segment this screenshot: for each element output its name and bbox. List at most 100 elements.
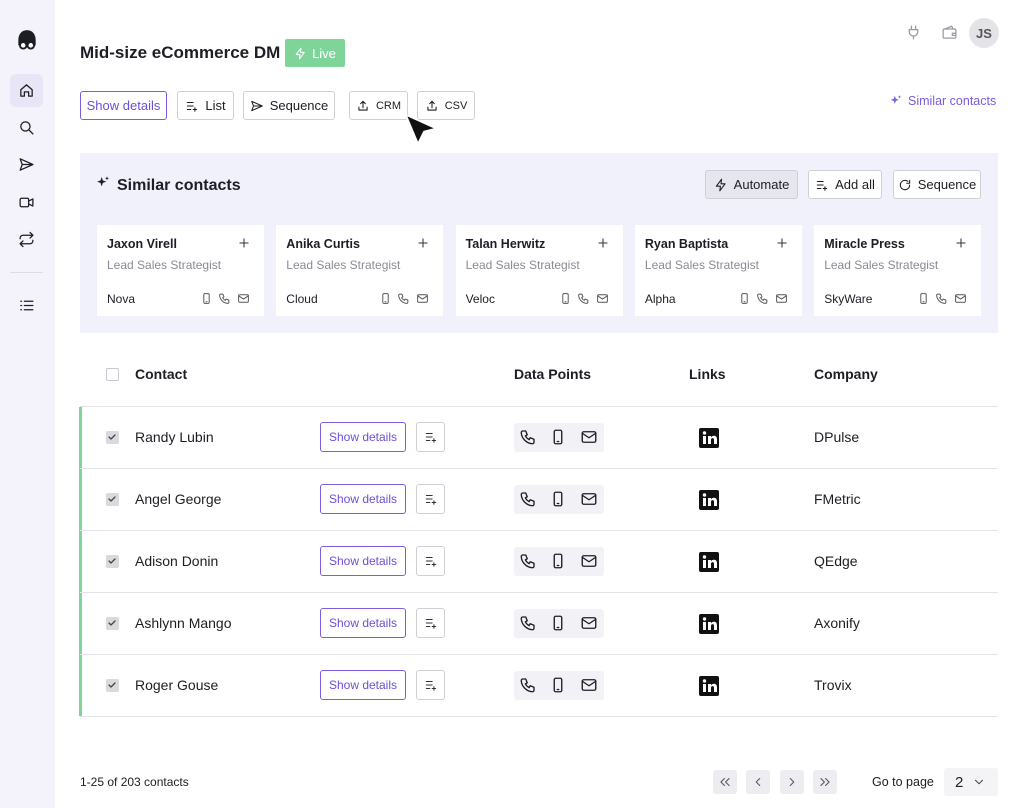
icon-mail xyxy=(581,493,597,505)
button-label: Show details xyxy=(86,98,161,113)
page-nav[interactable] xyxy=(713,770,737,794)
icon-part xyxy=(417,295,429,300)
row-add-list[interactable] xyxy=(416,484,445,514)
row-checkbox[interactable] xyxy=(106,431,119,444)
column-header: Links xyxy=(689,366,726,382)
panel-action[interactable]: Add all xyxy=(808,170,882,199)
row-add-list[interactable] xyxy=(416,546,445,576)
icon-part xyxy=(708,683,717,692)
icon-mail xyxy=(581,555,597,567)
row-add-list[interactable] xyxy=(416,608,445,638)
link-label: Similar contacts xyxy=(908,94,997,108)
similar-link[interactable]: Similar contacts xyxy=(889,94,996,108)
icon-linkedin xyxy=(699,552,719,572)
row-show-details[interactable]: Show details xyxy=(320,670,406,700)
row-add-list[interactable] xyxy=(416,422,445,452)
icon-check xyxy=(108,558,116,564)
panel-title: Similar contacts xyxy=(117,177,241,194)
icon-part xyxy=(596,294,608,303)
icon-part xyxy=(27,198,34,207)
icon-bolt xyxy=(715,178,726,191)
icon-part xyxy=(203,293,210,304)
icon-part xyxy=(520,616,535,631)
contact-card: Anika Curtis Lead Sales Strategist Cloud xyxy=(276,225,444,316)
icon-bolt xyxy=(295,47,305,59)
icon-down xyxy=(974,779,984,785)
icon-mobile xyxy=(553,491,563,507)
card-company: Nova xyxy=(107,292,136,306)
icon-part xyxy=(398,293,409,304)
goto-label: Go to page xyxy=(872,775,934,789)
button-label: List xyxy=(205,98,226,113)
icon-check xyxy=(108,620,116,626)
icon-phone xyxy=(520,678,535,693)
button-label: Show details xyxy=(328,492,398,506)
column-header: Company xyxy=(814,366,878,382)
icon-part xyxy=(702,555,707,559)
toolbar-button[interactable]: List xyxy=(177,91,234,120)
icon-phone xyxy=(577,293,588,304)
row-add-list[interactable] xyxy=(416,670,445,700)
icon-wallet xyxy=(942,25,957,39)
icon-part xyxy=(955,295,967,300)
icon-part xyxy=(703,498,706,506)
icon-listadd xyxy=(425,556,436,567)
row-show-details[interactable]: Show details xyxy=(320,608,406,638)
contact-name: Roger Gouse xyxy=(135,677,219,693)
icon-part xyxy=(26,41,36,50)
header-checkbox[interactable] xyxy=(106,368,119,381)
icon-dleft xyxy=(720,777,730,787)
card-company: Veloc xyxy=(465,292,495,306)
icon-part xyxy=(756,777,761,787)
page-nav[interactable] xyxy=(812,770,837,794)
icon-part xyxy=(776,295,787,300)
page-nav[interactable] xyxy=(779,770,804,794)
icon-part xyxy=(702,617,707,621)
row-show-details[interactable]: Show details xyxy=(320,484,406,514)
icon-send xyxy=(250,100,263,111)
icon-part xyxy=(417,294,429,303)
contact-card: Talan Herwitz Lead Sales Strategist Veloc xyxy=(455,225,623,316)
avatar[interactable]: JS xyxy=(969,18,999,48)
icon-phone xyxy=(520,430,535,445)
icon-mail xyxy=(238,294,249,303)
company-name: DPulse xyxy=(814,429,860,445)
icon-phone xyxy=(520,492,535,507)
row-show-details[interactable]: Show details xyxy=(320,422,406,452)
icon-part xyxy=(720,777,730,787)
selected-bar xyxy=(79,407,82,716)
row-border xyxy=(80,468,998,469)
card-company: Alpha xyxy=(644,292,676,306)
icon-part xyxy=(581,432,597,439)
row-checkbox[interactable] xyxy=(106,617,119,630)
nav-active[interactable] xyxy=(10,74,43,107)
live-badge: Live xyxy=(285,39,345,67)
row-checkbox[interactable] xyxy=(106,555,119,568)
icon-part xyxy=(581,556,597,563)
page-nav[interactable] xyxy=(746,770,771,794)
icon-part xyxy=(239,238,249,248)
panel-action[interactable]: Automate xyxy=(705,170,798,199)
icon-part xyxy=(581,493,597,505)
icon-part xyxy=(715,178,726,191)
toolbar-button[interactable]: CSV xyxy=(417,91,475,120)
icon-mail xyxy=(417,294,429,303)
icon-part xyxy=(425,556,436,567)
button-label: CRM xyxy=(375,99,402,112)
icon-left xyxy=(756,777,761,787)
row-border xyxy=(80,716,998,717)
page-select[interactable]: 2 xyxy=(944,768,998,796)
toolbar-button[interactable]: Sequence xyxy=(243,91,335,120)
panel-action[interactable]: Sequence xyxy=(893,170,981,199)
toolbar-button[interactable]: Show details xyxy=(80,91,167,120)
row-checkbox[interactable] xyxy=(106,679,119,692)
row-checkbox[interactable] xyxy=(106,493,119,506)
page-title: Mid-size eCommerce DM xyxy=(80,43,281,62)
row-show-details[interactable]: Show details xyxy=(320,546,406,576)
toolbar-button[interactable]: CRM xyxy=(349,91,408,120)
icon-mail xyxy=(581,431,597,443)
icon-part xyxy=(108,434,116,440)
icon-part xyxy=(238,294,249,303)
